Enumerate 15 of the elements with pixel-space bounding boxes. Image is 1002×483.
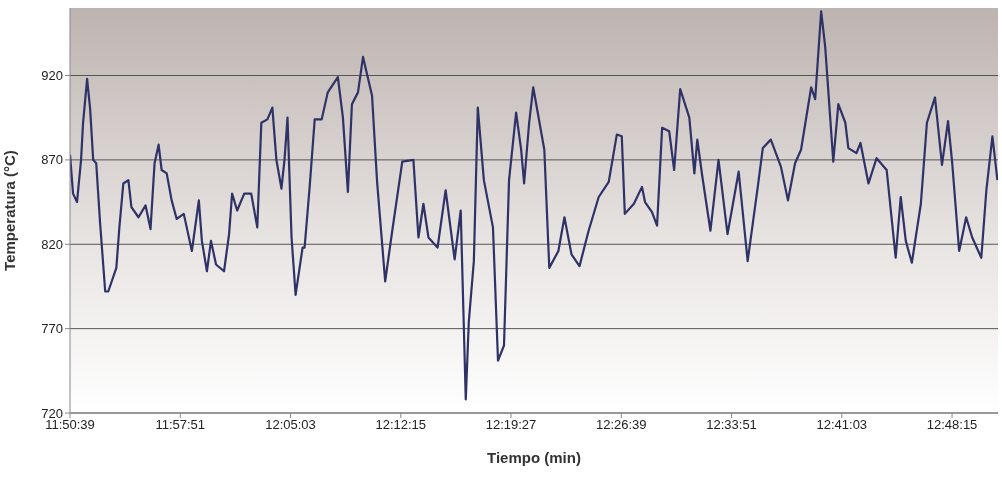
x-tick-label: 11:57:51 <box>155 417 206 433</box>
x-tick-label: 12:48:15 <box>926 417 978 433</box>
x-tick-label: 12:19:27 <box>485 417 537 433</box>
x-tick-label: 12:33:51 <box>706 417 757 433</box>
x-tick-label: 12:26:39 <box>595 417 647 433</box>
x-tick-label: 12:12:15 <box>375 417 427 433</box>
x-tick-label: 12:05:03 <box>265 417 316 433</box>
y-tick-label: 820 <box>41 236 63 252</box>
y-tick-label: 770 <box>41 321 63 337</box>
y-tick-label: 870 <box>41 152 63 168</box>
y-axis-title: Temperatura (°C) <box>1 150 19 271</box>
y-tick-label: 920 <box>41 68 63 84</box>
line-series <box>70 10 998 401</box>
x-axis-title: Tiempo (min) <box>487 449 581 466</box>
x-tick-label: 12:41:03 <box>816 417 868 433</box>
